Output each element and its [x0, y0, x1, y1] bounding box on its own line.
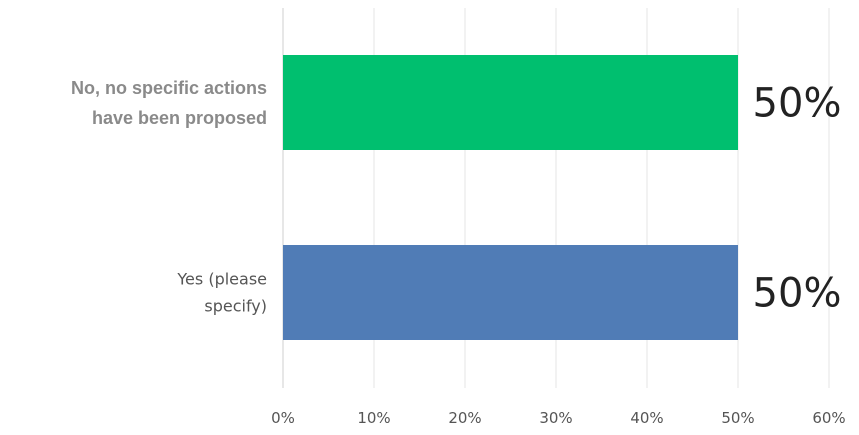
data-label: 50%	[753, 81, 842, 127]
x-tick-labels: 0% 10% 20% 30% 40% 50% 60%	[271, 409, 846, 427]
x-tick-label: 60%	[812, 409, 845, 427]
x-tick-label: 0%	[271, 409, 295, 427]
x-tick-label: 30%	[539, 409, 572, 427]
category-label: Yes (please	[176, 270, 267, 289]
bar	[283, 55, 738, 150]
x-tick-label: 10%	[357, 409, 390, 427]
category-label: have been proposed	[92, 108, 267, 128]
x-tick-label: 20%	[448, 409, 481, 427]
data-labels: 50% 50%	[753, 81, 842, 317]
bar	[283, 245, 738, 340]
category-label: No, no specific actions	[71, 78, 267, 98]
data-label: 50%	[753, 271, 842, 317]
x-tick-label: 40%	[630, 409, 663, 427]
x-tick-label: 50%	[721, 409, 754, 427]
category-labels: No, no specific actions have been propose…	[71, 78, 267, 316]
bars	[283, 55, 738, 340]
category-label: specify)	[204, 297, 267, 316]
